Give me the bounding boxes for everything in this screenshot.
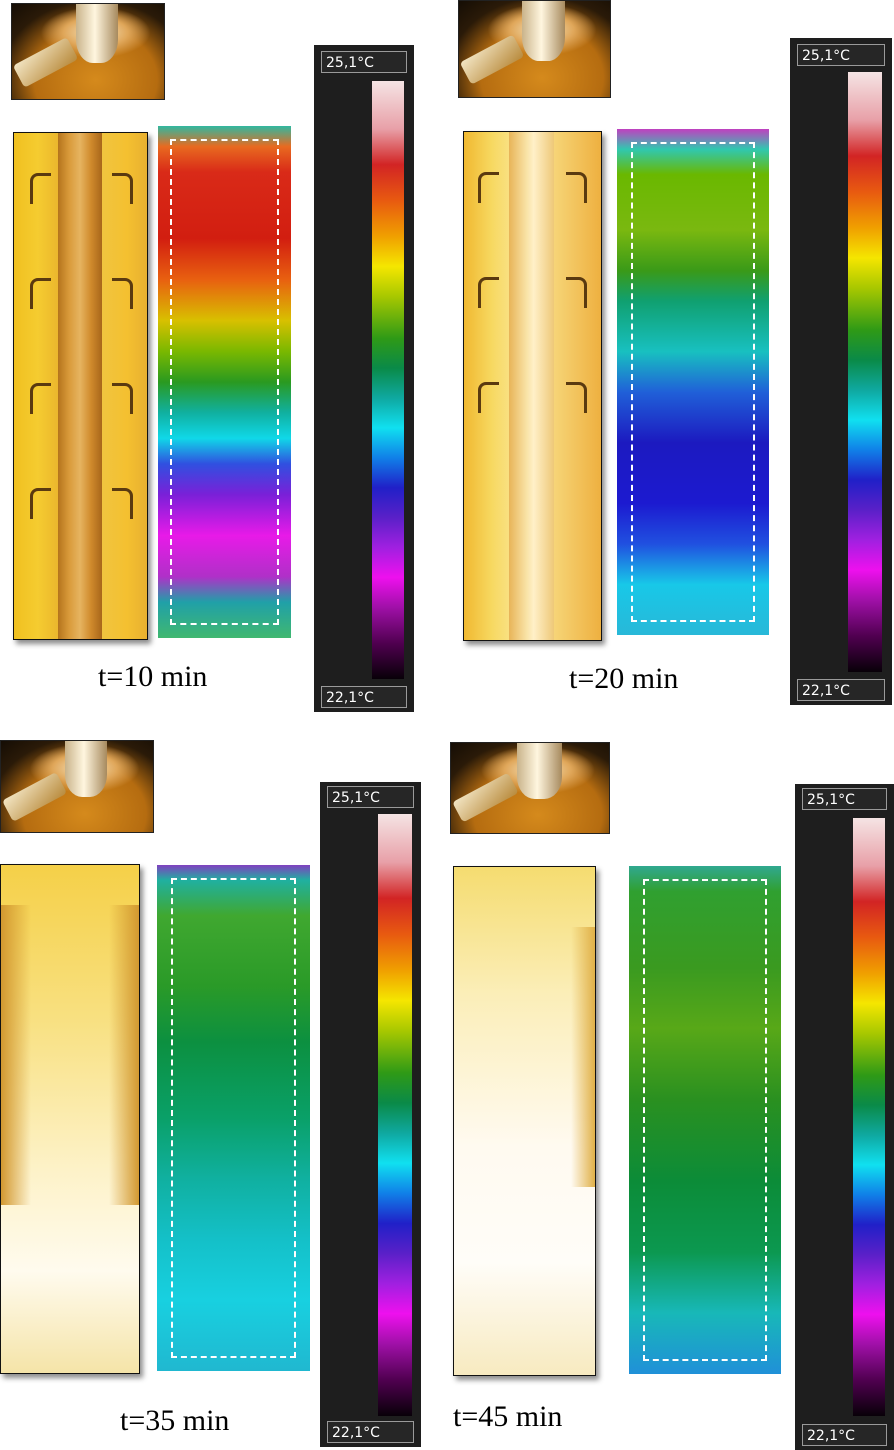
apparatus-photo	[11, 3, 165, 100]
scale-min-label: 22,1°C	[321, 686, 407, 708]
thermal-image	[629, 866, 781, 1374]
apparatus-photo	[450, 742, 610, 834]
temperature-scale: 25,1°C 22,1°C	[314, 45, 414, 712]
apparatus-photo	[0, 740, 154, 833]
time-caption: t=10 min	[98, 660, 208, 693]
scale-max-label: 25,1°C	[797, 44, 885, 66]
scale-gradient	[848, 72, 882, 672]
scale-max-label: 25,1°C	[327, 786, 414, 808]
temperature-scale: 25,1°C 22,1°C	[795, 784, 894, 1450]
scale-min-label: 22,1°C	[797, 679, 885, 701]
scale-gradient	[372, 81, 404, 679]
thermal-image	[617, 129, 769, 635]
column-photo	[0, 864, 140, 1374]
scale-max-label: 25,1°C	[802, 788, 887, 810]
temperature-scale: 25,1°C 22,1°C	[790, 38, 892, 705]
time-caption: t=35 min	[120, 1404, 230, 1437]
scale-gradient	[853, 818, 885, 1416]
scale-min-label: 22,1°C	[327, 1421, 414, 1443]
scale-min-label: 22,1°C	[802, 1424, 887, 1446]
column-photo	[13, 132, 148, 640]
time-caption: t=20 min	[569, 662, 679, 695]
apparatus-photo	[458, 0, 611, 98]
thermal-image	[157, 865, 310, 1371]
time-caption: t=45 min	[453, 1400, 563, 1433]
column-photo	[463, 131, 602, 641]
thermal-image	[158, 126, 291, 638]
column-photo	[453, 866, 596, 1376]
scale-max-label: 25,1°C	[321, 51, 407, 73]
scale-gradient	[378, 814, 412, 1416]
temperature-scale: 25,1°C 22,1°C	[320, 782, 421, 1447]
